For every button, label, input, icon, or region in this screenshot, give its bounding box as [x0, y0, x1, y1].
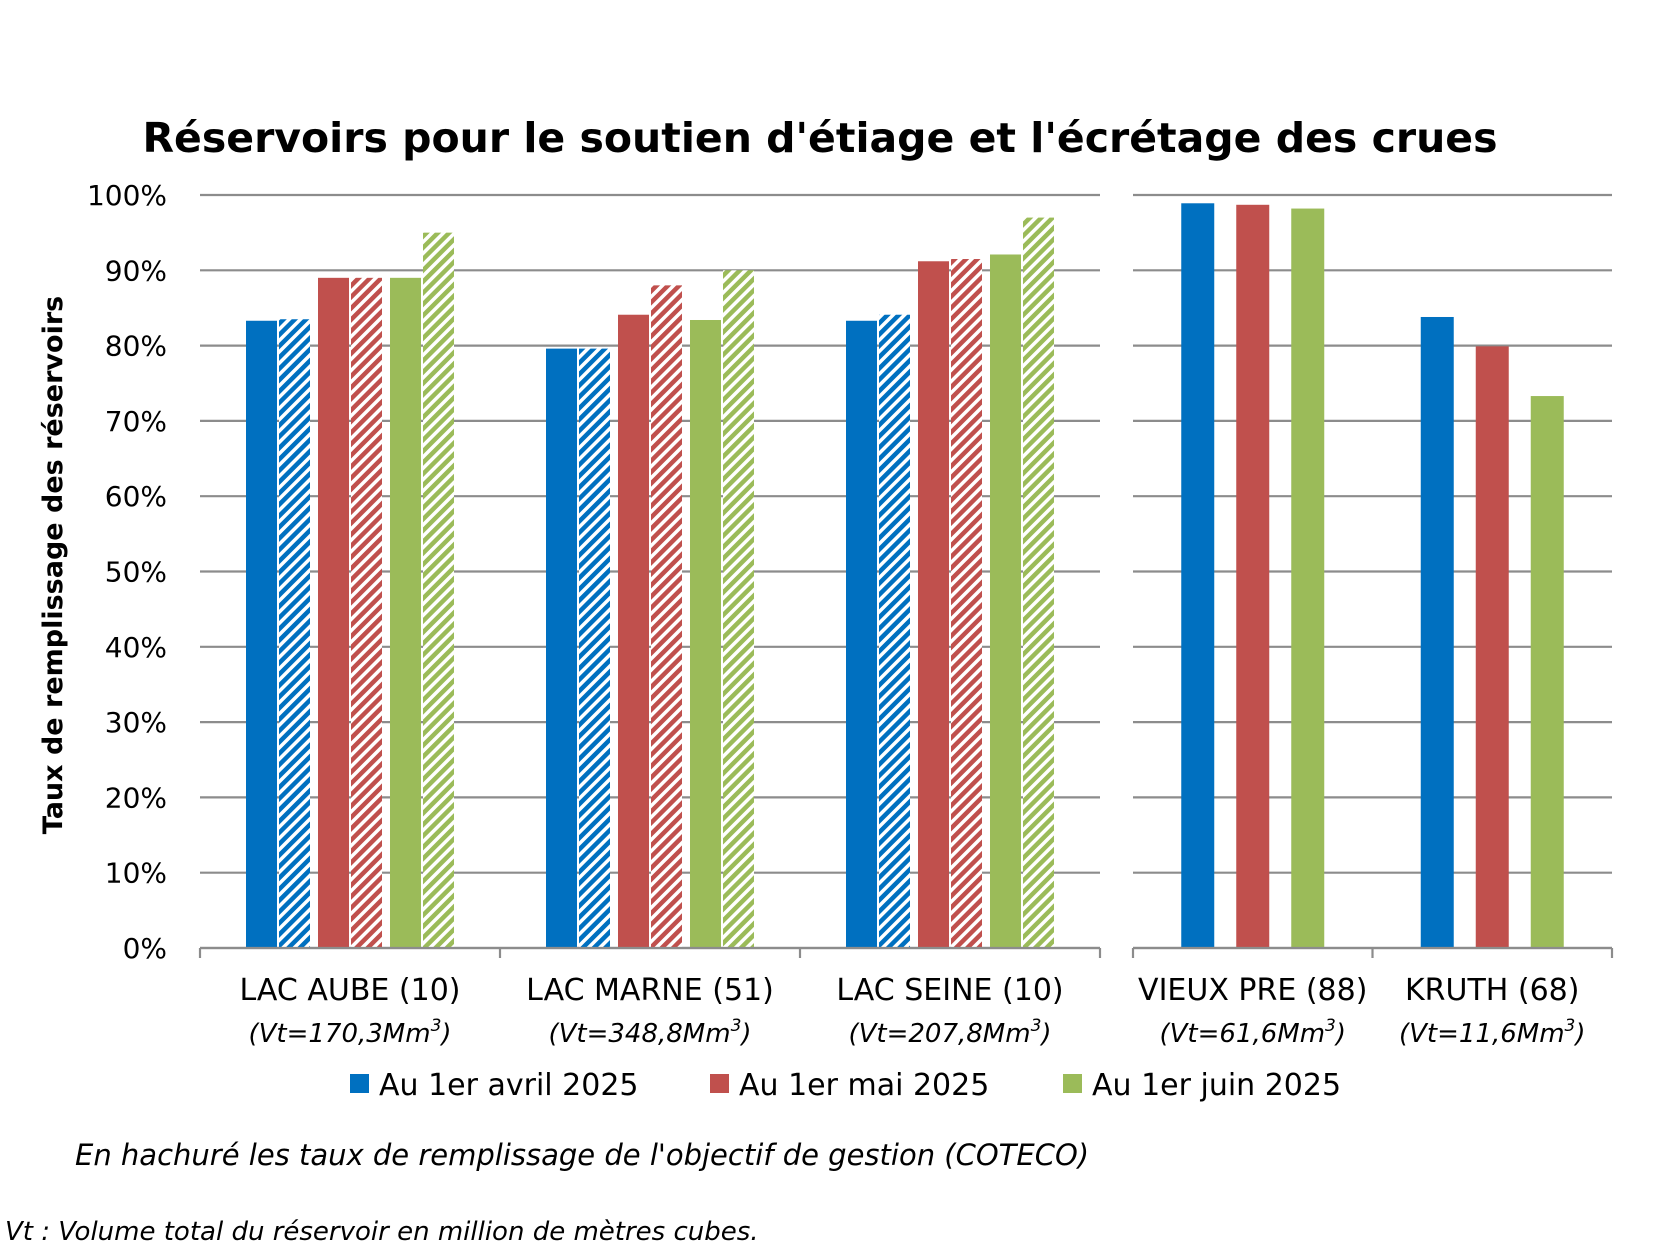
x-tick-label: LAC AUBE (10): [239, 973, 460, 1008]
bar-objective-hatched: [279, 319, 310, 948]
bar-actual: [846, 320, 877, 949]
x-tick-label: LAC SEINE (10): [836, 973, 1063, 1008]
chart-title: Réservoirs pour le soutien d'étiage et l…: [142, 114, 1497, 162]
bar-actual: [990, 254, 1021, 948]
y-tick-label: 10%: [105, 857, 167, 890]
bar-actual: [618, 314, 649, 948]
bar-actual: [1420, 316, 1454, 949]
x-tick-label: LAC MARNE (51): [526, 973, 774, 1008]
bar-actual: [546, 348, 577, 948]
y-tick-label: 0%: [123, 932, 167, 965]
bar-actual: [1181, 203, 1215, 948]
legend-label: Au 1er mai 2025: [739, 1068, 989, 1103]
legend-label: Au 1er juin 2025: [1092, 1068, 1341, 1103]
bar-actual: [1475, 346, 1509, 948]
bar-actual: [918, 261, 949, 948]
volume-label: (Vt=170,3Mm3): [248, 1016, 451, 1049]
bar-actual: [1530, 396, 1564, 948]
y-tick-label: 30%: [105, 706, 167, 739]
legend: Au 1er avril 2025 Au 1er mai 2025 Au 1er j…: [350, 1068, 1341, 1103]
y-tick-label: 20%: [105, 781, 167, 814]
y-tick-label: 40%: [105, 631, 167, 664]
x-axes: [198, 946, 1614, 958]
y-tick-label: 100%: [87, 179, 167, 212]
volume-label: (Vt=348,8Mm3): [548, 1016, 751, 1049]
bar-objective-hatched: [951, 259, 982, 948]
y-tick-labels: 0% 10% 20% 30% 40% 50% 60% 70% 80% 90% 100%: [87, 179, 167, 965]
bar-actual: [1291, 208, 1325, 948]
y-axis-label: Taux de remplissage des réservoirs: [38, 296, 69, 834]
legend-label: Au 1er avril 2025: [379, 1068, 639, 1103]
bar-objective-hatched: [879, 314, 910, 948]
bar-actual: [318, 277, 349, 949]
bar-actual: [690, 319, 721, 948]
hatch-note: En hachuré les taux de remplissage de l'…: [75, 1138, 1089, 1172]
x-tick-labels: LAC AUBE (10) (Vt=170,3Mm3) LAC MARNE (51)…: [239, 973, 1585, 1049]
y-tick-label: 60%: [105, 480, 167, 513]
legend-swatch: [1063, 1074, 1082, 1093]
bar-objective-hatched: [1023, 217, 1054, 949]
bars: [246, 203, 1564, 949]
bar-objective-hatched: [351, 277, 382, 949]
y-tick-label: 50%: [105, 556, 167, 589]
legend-swatch: [350, 1074, 369, 1093]
bar-objective-hatched: [723, 270, 754, 948]
bar-objective-hatched: [579, 348, 610, 948]
y-tick-label: 90%: [105, 254, 167, 287]
volume-label: (Vt=61,6Mm3): [1159, 1016, 1346, 1049]
bar-actual: [390, 277, 421, 949]
y-tick-label: 80%: [105, 330, 167, 363]
y-tick-label: 70%: [105, 405, 167, 438]
x-tick-label: KRUTH (68): [1405, 973, 1579, 1008]
volume-label: (Vt=207,8Mm3): [848, 1016, 1051, 1049]
bar-objective-hatched: [423, 232, 454, 948]
bar-actual: [246, 320, 277, 949]
legend-swatch: [710, 1074, 729, 1093]
bar-actual: [1236, 204, 1270, 948]
vt-note: Vt : Volume total du réservoir en millio…: [5, 1217, 759, 1247]
volume-label: (Vt=11,6Mm3): [1399, 1016, 1586, 1049]
x-tick-label: VIEUX PRE (88): [1138, 973, 1367, 1008]
bar-objective-hatched: [651, 285, 682, 948]
